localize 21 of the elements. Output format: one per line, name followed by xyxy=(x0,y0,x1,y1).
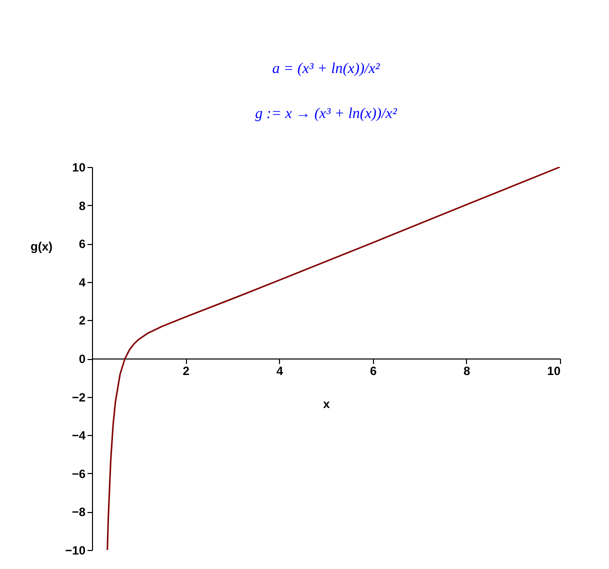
y-tick-label: −2 xyxy=(72,390,86,404)
x-tick-label: 2 xyxy=(182,364,190,378)
y-axis-title: g(x) xyxy=(30,240,52,254)
y-tick-label: 6 xyxy=(78,237,86,252)
y-tick-label: 10 xyxy=(72,160,86,174)
y-tick-label: −8 xyxy=(72,505,86,520)
y-tick-label: −4 xyxy=(72,428,86,443)
x-axis-title: x xyxy=(323,397,330,411)
x-tick-label: 4 xyxy=(276,364,284,378)
y-tick-label: 8 xyxy=(78,198,86,213)
x-tick-label: 8 xyxy=(464,364,471,378)
line-series xyxy=(106,167,560,550)
x-tick-label: 6 xyxy=(370,364,377,378)
y-tick-label: 0 xyxy=(78,352,86,366)
chart-title: a = (x³ + ln(x))/x² xyxy=(272,61,380,77)
chart-subtitle: g := x → (x³ + ln(x))/x² xyxy=(255,106,398,122)
x-tick-label: 10 xyxy=(547,364,561,378)
y-tick-label: −10 xyxy=(65,544,86,558)
y-tick-label: 4 xyxy=(78,275,86,290)
y-tick-label: −6 xyxy=(72,466,86,481)
y-tick-label: 2 xyxy=(78,314,86,328)
